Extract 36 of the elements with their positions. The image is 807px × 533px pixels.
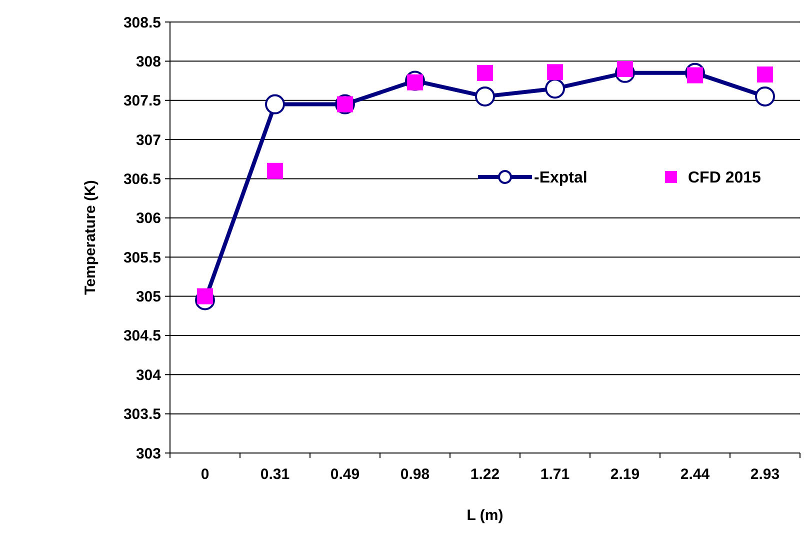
point bbox=[267, 162, 283, 179]
point bbox=[757, 66, 773, 83]
y-tick-label: 304 bbox=[136, 366, 162, 384]
point bbox=[475, 86, 495, 106]
y-tick-label: 306.5 bbox=[123, 170, 161, 188]
x-tick-label: 1.22 bbox=[470, 466, 500, 483]
x-tick-label: 0.31 bbox=[260, 466, 290, 483]
y-tick-label: 303 bbox=[136, 445, 161, 462]
y-tick-label: 308.5 bbox=[123, 14, 161, 32]
point bbox=[617, 61, 633, 78]
y-tick-label: 305.5 bbox=[123, 249, 161, 266]
x-tick-label: 1.71 bbox=[540, 466, 570, 483]
y-tick-label: 305 bbox=[136, 288, 161, 306]
point bbox=[547, 64, 563, 80]
legend-label: CFD 2015 bbox=[688, 170, 762, 187]
x-tick-label: 2.93 bbox=[750, 466, 780, 483]
y-tick-label: 308 bbox=[136, 53, 161, 70]
point bbox=[477, 64, 493, 81]
point bbox=[197, 288, 213, 304]
x-tick-label: 0.49 bbox=[330, 466, 360, 483]
x-tick-label: 2.19 bbox=[610, 466, 640, 483]
x-tick-label: 0 bbox=[200, 466, 210, 483]
y-tick-label: 307.5 bbox=[123, 92, 161, 110]
y-axis-title: Temperature (K) bbox=[82, 180, 99, 295]
point bbox=[687, 67, 703, 84]
y-tick-label: 306 bbox=[136, 210, 161, 228]
point bbox=[265, 94, 285, 114]
x-axis-title: L (m) bbox=[466, 507, 504, 524]
x-tick-label: 2.44 bbox=[680, 466, 710, 483]
y-tick-label: 304.5 bbox=[123, 328, 161, 345]
point bbox=[755, 86, 775, 106]
y-tick-label: 303.5 bbox=[123, 406, 161, 424]
y-tick-label: 307 bbox=[136, 132, 161, 149]
legend-label: -Exptal bbox=[534, 170, 588, 187]
point bbox=[545, 78, 565, 99]
x-tick-label: 0.98 bbox=[400, 466, 430, 483]
